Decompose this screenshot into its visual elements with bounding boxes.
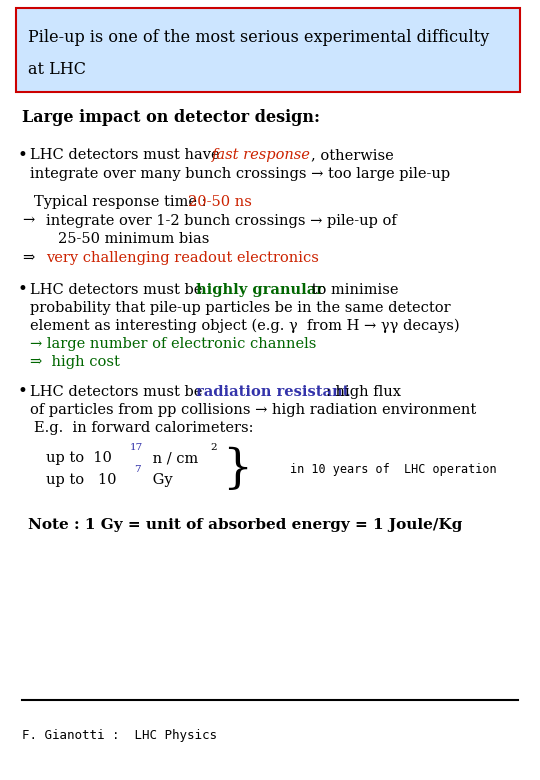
- Text: in 10 years of  LHC operation: in 10 years of LHC operation: [290, 463, 497, 476]
- Text: ⇒  high cost: ⇒ high cost: [30, 355, 120, 369]
- Text: element as interesting object (e.g. γ  from H → γγ decays): element as interesting object (e.g. γ fr…: [30, 319, 460, 333]
- Text: , otherwise: , otherwise: [311, 148, 394, 162]
- Text: n / cm: n / cm: [148, 451, 198, 465]
- Text: at LHC: at LHC: [28, 62, 86, 79]
- Text: ⇒: ⇒: [22, 251, 34, 265]
- Text: radiation resistant: radiation resistant: [196, 385, 349, 399]
- Text: integrate over 1-2 bunch crossings → pile-up of: integrate over 1-2 bunch crossings → pil…: [46, 214, 397, 228]
- Text: → large number of electronic channels: → large number of electronic channels: [30, 337, 316, 351]
- Text: •: •: [18, 282, 28, 299]
- Text: 20-50 ns: 20-50 ns: [188, 195, 252, 209]
- Text: highly granular: highly granular: [196, 283, 324, 297]
- Text: of particles from pp collisions → high radiation environment: of particles from pp collisions → high r…: [30, 403, 476, 417]
- Text: Gy: Gy: [148, 473, 173, 487]
- Text: •: •: [18, 384, 28, 400]
- Text: Typical response time :: Typical response time :: [34, 195, 211, 209]
- Text: 2: 2: [210, 444, 217, 452]
- Text: fast response: fast response: [212, 148, 311, 162]
- Text: to minimise: to minimise: [307, 283, 399, 297]
- Text: : high flux: : high flux: [326, 385, 401, 399]
- Text: up to   10: up to 10: [46, 473, 117, 487]
- Text: 7: 7: [134, 466, 140, 474]
- Text: probability that pile-up particles be in the same detector: probability that pile-up particles be in…: [30, 301, 450, 315]
- Text: F. Gianotti :  LHC Physics: F. Gianotti : LHC Physics: [22, 729, 217, 742]
- Text: •: •: [18, 147, 28, 164]
- Text: E.g.  in forward calorimeters:: E.g. in forward calorimeters:: [34, 421, 253, 435]
- Text: Large impact on detector design:: Large impact on detector design:: [22, 109, 320, 126]
- Text: integrate over many bunch crossings → too large pile-up: integrate over many bunch crossings → to…: [30, 167, 450, 181]
- Text: LHC detectors must have: LHC detectors must have: [30, 148, 224, 162]
- Text: →: →: [22, 214, 34, 228]
- Text: LHC detectors must be: LHC detectors must be: [30, 385, 207, 399]
- Text: Note : 1 Gy = unit of absorbed energy = 1 Joule/Kg: Note : 1 Gy = unit of absorbed energy = …: [28, 518, 462, 532]
- Text: 25-50 minimum bias: 25-50 minimum bias: [58, 232, 210, 246]
- Text: }: }: [222, 446, 252, 491]
- Text: LHC detectors must be: LHC detectors must be: [30, 283, 207, 297]
- Text: very challenging readout electronics: very challenging readout electronics: [46, 251, 319, 265]
- Text: up to  10: up to 10: [46, 451, 112, 465]
- Text: 17: 17: [130, 444, 143, 452]
- Text: Pile-up is one of the most serious experimental difficulty: Pile-up is one of the most serious exper…: [28, 30, 489, 47]
- FancyBboxPatch shape: [16, 8, 520, 92]
